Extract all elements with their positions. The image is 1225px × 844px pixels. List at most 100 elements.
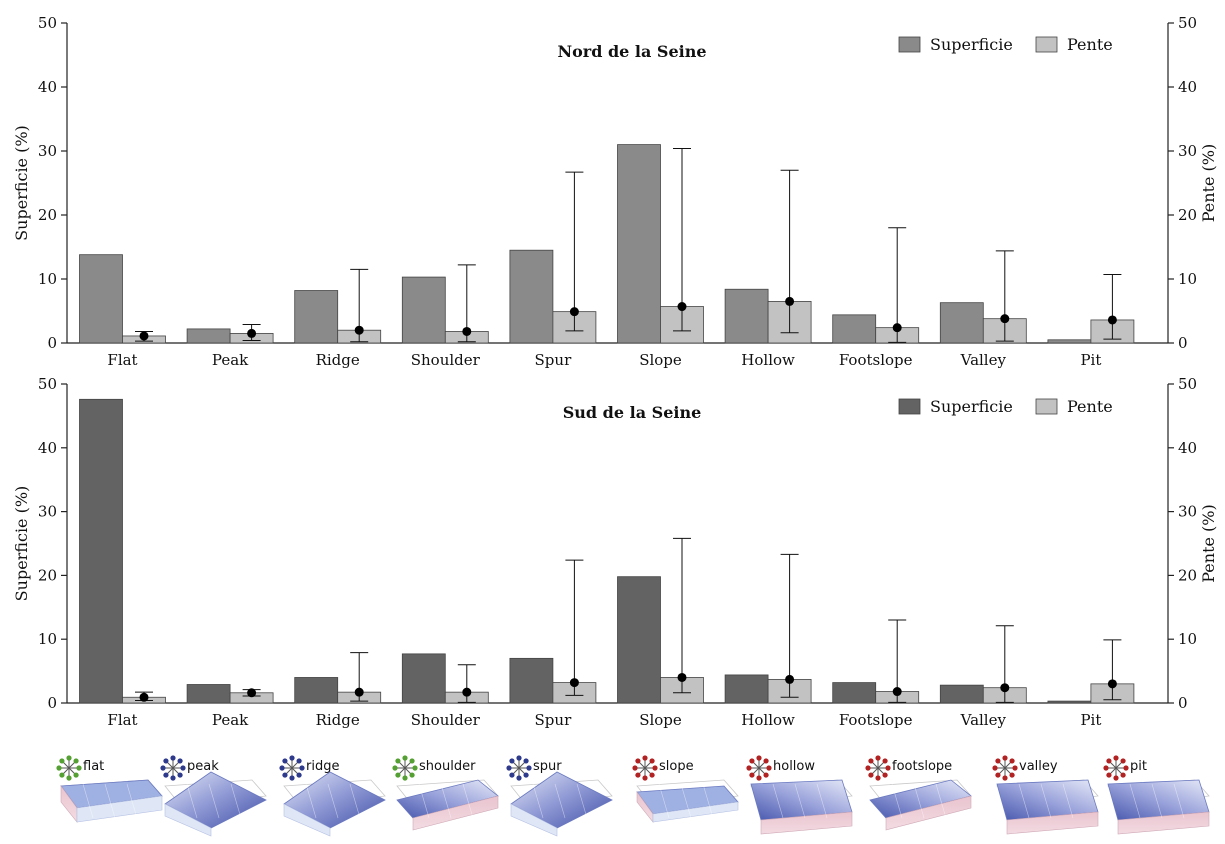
y-tick-label-right: 50 <box>1178 14 1197 32</box>
category-label: Valley <box>960 711 1007 729</box>
surface-grid <box>913 783 925 819</box>
glyph-node <box>882 772 888 778</box>
pente-point <box>1107 679 1117 689</box>
surface-grid <box>1173 783 1185 819</box>
bar-superficie <box>79 254 123 344</box>
glyph-node <box>282 758 288 764</box>
y-tick-label-left: 10 <box>38 270 57 288</box>
surface-grid <box>1062 783 1074 819</box>
surface-side <box>510 803 558 837</box>
y-tick-label-right: 30 <box>1178 503 1197 521</box>
y-axis-label-left: Superficie (%) <box>12 486 31 602</box>
surface-grid <box>816 783 828 819</box>
legend-swatch-pente <box>1035 398 1058 415</box>
bar-superficie <box>509 249 554 344</box>
glyph-node <box>749 772 755 778</box>
glyph-flat: flat <box>56 755 163 823</box>
category-label: Pit <box>1080 711 1101 729</box>
bar-superficie <box>617 144 661 344</box>
glyph-node <box>1002 755 1008 761</box>
pente-point <box>354 687 364 697</box>
legend-label-superficie: Superficie <box>930 35 1013 54</box>
category-label: Ridge <box>316 351 360 369</box>
glyph-node <box>865 765 871 771</box>
pente-point <box>892 687 902 697</box>
category-label: Peak <box>212 711 249 729</box>
glyph-node <box>868 772 874 778</box>
pente-point <box>569 678 579 688</box>
glyph-node <box>1120 758 1126 764</box>
glyph-footslope: footslope <box>865 755 972 831</box>
glyph-node <box>523 758 529 764</box>
glyph-node <box>402 775 408 781</box>
bar-superficie <box>1047 339 1092 344</box>
surface-grid <box>680 783 692 819</box>
glyph-node <box>1106 772 1112 778</box>
bar-superficie <box>1047 700 1092 704</box>
glyph-label: ridge <box>306 759 339 774</box>
category-label: Pit <box>1080 351 1101 369</box>
glyph-label: flat <box>83 759 104 774</box>
surface-grid <box>230 783 242 819</box>
glyph-node <box>409 772 415 778</box>
category-label: Spur <box>535 351 573 369</box>
pente-point <box>247 328 257 338</box>
glyph-node <box>163 772 169 778</box>
glyph-node <box>395 758 401 764</box>
glyph-node <box>875 755 881 761</box>
y-tick-label-left: 30 <box>38 503 57 521</box>
glyph-node <box>1120 772 1126 778</box>
y-tick-label-right: 10 <box>1178 630 1197 648</box>
category-label: Slope <box>639 351 682 369</box>
glyph-node <box>995 772 1001 778</box>
chart-panel-south: 0 0 10 10 20 20 30 30 40 40 50 50 Superficie (%) Pent… <box>12 375 1218 729</box>
pente-point <box>247 688 257 698</box>
y-tick-label-left: 50 <box>38 14 57 32</box>
y-tick-label-right: 40 <box>1178 78 1197 96</box>
surface-block <box>636 779 739 823</box>
category-label: Ridge <box>316 711 360 729</box>
y-tick-label-right: 50 <box>1178 375 1197 393</box>
surface-block <box>60 779 163 823</box>
surface-block <box>283 771 386 837</box>
y-tick-label-right: 40 <box>1178 439 1197 457</box>
surface-grid <box>794 783 806 819</box>
surface-front <box>1117 811 1210 835</box>
glyph-node <box>506 765 512 771</box>
pente-point <box>785 296 795 306</box>
glyph-node <box>516 775 522 781</box>
glyph-node <box>882 758 888 764</box>
glyph-node <box>279 765 285 771</box>
legend-label-superficie: Superficie <box>930 397 1013 416</box>
glyph-label: hollow <box>773 759 815 774</box>
glyph-node <box>995 758 1001 764</box>
glyph-node <box>56 765 62 771</box>
glyph-node <box>170 755 176 761</box>
glyph-node <box>1009 758 1015 764</box>
glyph-node <box>756 775 762 781</box>
y-tick-label-left: 10 <box>38 630 57 648</box>
surface-grid <box>305 783 317 819</box>
glyph-node <box>402 755 408 761</box>
bar-superficie <box>724 674 769 704</box>
bar-superficie <box>724 288 769 344</box>
y-tick-label-left: 0 <box>47 694 57 712</box>
glyph-ridge: ridge <box>279 755 386 837</box>
surface-front <box>1006 811 1099 835</box>
pente-point <box>462 326 472 336</box>
surface-grid <box>126 783 138 819</box>
surface-grid <box>418 783 430 819</box>
bar-superficie <box>832 314 877 344</box>
glyph-node <box>412 765 418 771</box>
y-tick-label-right: 0 <box>1178 694 1188 712</box>
glyph-node <box>1002 775 1008 781</box>
surface-grid <box>554 783 566 819</box>
glyph-spur: spur <box>506 755 613 837</box>
glyph-node <box>296 772 302 778</box>
glyph-peak: peak <box>160 755 267 837</box>
y-tick-label-left: 20 <box>38 206 57 224</box>
glyph-node <box>1009 772 1015 778</box>
legend-swatch-superficie <box>898 398 921 415</box>
legend-label-pente: Pente <box>1067 35 1113 54</box>
